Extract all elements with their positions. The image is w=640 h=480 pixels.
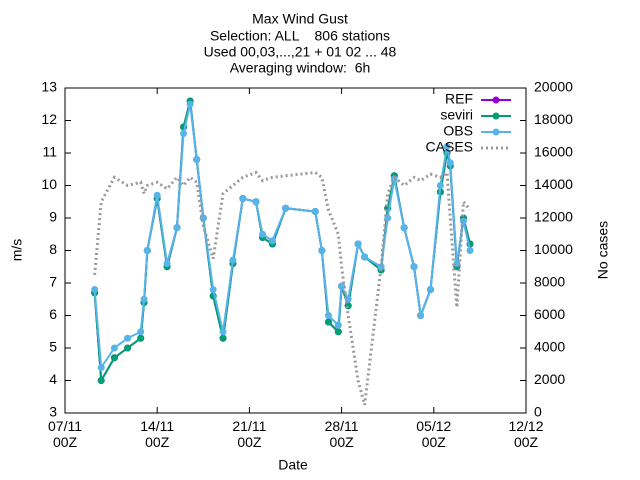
data-point: [239, 195, 247, 202]
y-tick-label: 10: [41, 176, 57, 192]
data-point: [124, 344, 132, 352]
data-point: [97, 377, 105, 384]
data-point: [334, 328, 342, 336]
data-point: [410, 263, 418, 271]
y2-tick-label: 8000: [534, 274, 565, 290]
data-point: [324, 312, 332, 319]
y-tick-label: 5: [49, 339, 57, 355]
chart-subtitle: Averaging window: 6h: [230, 60, 371, 76]
y2-tick-label: 0: [534, 404, 542, 420]
x-tick-label: 05/12 00Z: [416, 418, 452, 450]
y-axis-label: m/s: [9, 239, 25, 262]
y2-tick-label: 14000: [534, 176, 573, 192]
data-point: [193, 156, 201, 163]
data-point: [334, 321, 342, 329]
series-line: [93, 100, 471, 384]
data-point: [311, 208, 319, 215]
data-point: [173, 224, 181, 232]
legend-marker: [492, 112, 500, 120]
y2-tick-label: 16000: [534, 144, 573, 160]
data-point: [219, 328, 227, 336]
data-point: [110, 344, 118, 352]
series-line: [93, 169, 472, 406]
data-point: [137, 334, 145, 342]
data-point: [361, 253, 369, 261]
y-tick-label: 13: [41, 79, 57, 95]
data-point: [143, 247, 151, 254]
data-point: [124, 334, 132, 342]
y2-tick-label: 2000: [534, 371, 565, 387]
y-tick-label: 4: [49, 371, 57, 387]
data-point: [180, 130, 188, 137]
series-line: [93, 100, 471, 384]
x-tick-label: 07/11 00Z: [48, 418, 82, 450]
data-point: [209, 286, 217, 293]
data-point: [163, 260, 171, 267]
data-point: [91, 286, 99, 293]
y-tick-label: 6: [49, 306, 57, 322]
data-point: [436, 182, 444, 189]
data-point: [252, 198, 260, 206]
legend-marker: [492, 128, 500, 136]
data-point: [354, 240, 362, 248]
chart-title: Max Wind Gust: [252, 11, 348, 27]
data-point: [97, 364, 105, 371]
data-point: [318, 247, 326, 254]
data-point: [446, 159, 454, 167]
y2-axis-label: No cases: [595, 221, 611, 279]
x-tick-label: 28/11 00Z: [324, 418, 359, 450]
data-point: [268, 237, 276, 245]
y2-tick-label: 10000: [534, 241, 573, 257]
x-tick-label: 21/11 00Z: [232, 418, 267, 450]
data-point: [259, 230, 267, 238]
data-point: [153, 191, 161, 199]
y-tick-label: 11: [42, 144, 57, 160]
data-point: [229, 256, 237, 264]
y-tick-label: 12: [41, 111, 57, 127]
data-point: [140, 295, 148, 303]
data-point: [377, 263, 385, 271]
data-point: [110, 354, 118, 362]
data-point: [466, 247, 474, 254]
data-point: [324, 318, 332, 326]
x-tick-label: 14/11 00Z: [140, 418, 175, 450]
y2-tick-label: 12000: [534, 209, 573, 225]
y2-tick-label: 4000: [534, 339, 565, 355]
data-point: [219, 334, 227, 342]
y-tick-label: 7: [49, 274, 57, 290]
data-point: [443, 143, 451, 150]
chart-subtitle: Used 00,03,...,21 + 01 02 ... 48: [204, 44, 397, 60]
y2-tick-label: 18000: [534, 111, 573, 127]
x-axis-label: Date: [278, 457, 308, 473]
data-point: [338, 282, 346, 290]
chart-subtitle: Selection: ALL 806 stations: [210, 28, 390, 44]
legend-marker: [492, 96, 500, 104]
data-point: [417, 312, 425, 319]
data-point: [427, 286, 435, 293]
series-line: [93, 104, 471, 371]
data-point: [137, 328, 145, 336]
x-tick-label: 12/12 00Z: [508, 418, 544, 450]
legend-label: REF: [445, 91, 473, 107]
y-tick-label: 8: [49, 241, 57, 257]
data-point: [282, 204, 290, 212]
y2-tick-label: 6000: [534, 306, 565, 322]
legend-label: CASES: [426, 139, 473, 155]
data-point: [186, 100, 194, 108]
y-tick-label: 9: [49, 209, 57, 225]
y-tick-label: 3: [49, 404, 57, 420]
legend-label: OBS: [443, 123, 473, 139]
y2-tick-label: 20000: [534, 79, 573, 95]
data-point: [400, 224, 408, 232]
legend-label: seviri: [440, 107, 473, 123]
